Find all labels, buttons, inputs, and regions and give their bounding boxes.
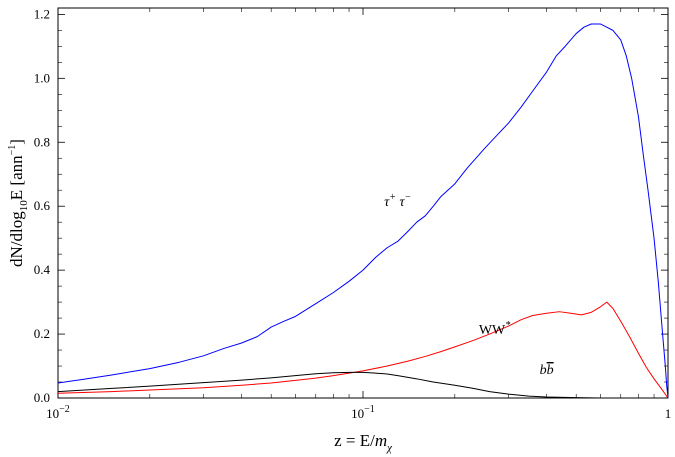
series-line-1: [57, 23, 669, 399]
annotation-tau: τ+ τ−: [384, 192, 411, 210]
y-tick-label: 0.0: [34, 390, 50, 405]
series-line-3: [57, 371, 668, 399]
x-axis-title: z = E/mχ: [334, 431, 393, 454]
x-tick-labels: 10−2 10−1 1: [46, 404, 671, 421]
x-tick-label: 10−2: [46, 404, 70, 421]
axis-ticks: [57, 8, 668, 399]
series-line-2: [57, 301, 669, 399]
annotation-layer: τ+ τ− WW* bb: [384, 192, 553, 378]
x-tick-label: 1: [665, 406, 672, 421]
y-tick-labels: 0.0 0.2 0.4 0.6 0.8 1.0 1.2: [34, 6, 51, 405]
y-tick-label: 0.4: [34, 262, 51, 277]
plot-border: [57, 7, 669, 399]
y-tick-label: 0.6: [34, 198, 51, 213]
series-layer: [57, 23, 669, 399]
x-tick-label: 10−1: [351, 404, 375, 421]
y-tick-label: 0.2: [34, 326, 50, 341]
y-axis-title: dN/dlog10E [ann−1]: [7, 139, 30, 267]
plot-frame: [57, 7, 669, 399]
y-tick-label: 0.8: [34, 134, 50, 149]
annotation-bb: bb: [540, 363, 554, 378]
y-tick-label: 1.2: [34, 6, 50, 21]
annotation-ww: WW*: [479, 320, 510, 338]
y-tick-label: 1.0: [34, 70, 50, 85]
